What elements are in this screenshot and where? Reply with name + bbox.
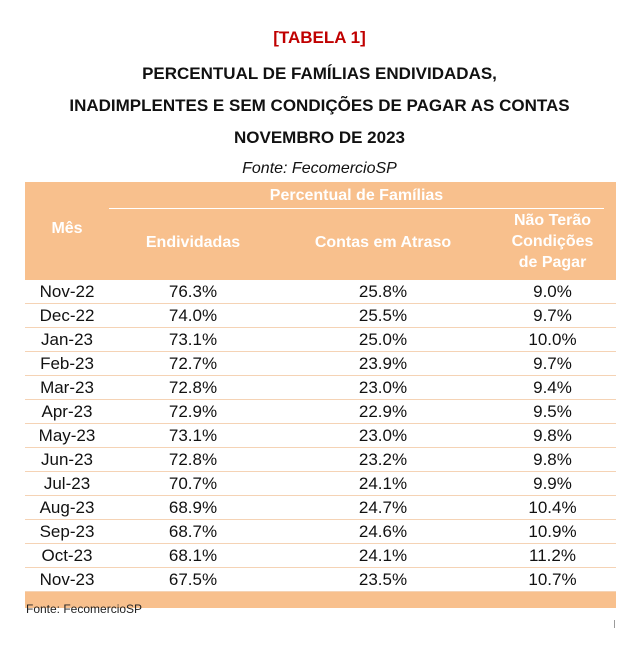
table-row: Sep-23 68.7% 24.6% 10.9% xyxy=(25,520,616,544)
sem-condicoes-cell: 10.4% xyxy=(528,498,577,517)
month-cell: Nov-23 xyxy=(39,570,95,589)
contas-em-atraso-cell: 24.6% xyxy=(358,522,408,541)
endividadas-cell: 74.0% xyxy=(168,306,218,325)
endividadas-cell: 72.8% xyxy=(168,378,218,397)
month-cell: May-23 xyxy=(38,426,96,445)
sem-condicoes-cell: 9.8% xyxy=(533,450,572,469)
table-row: Dec-22 74.0% 25.5% 9.7% xyxy=(25,304,616,328)
data-table: Mês Percentual de Famílias Endividadas C… xyxy=(25,182,616,608)
contas-em-atraso-cell: 25.8% xyxy=(358,282,408,301)
table-row: Aug-23 68.9% 24.7% 10.4% xyxy=(25,496,616,520)
sem-condicoes-cell: 9.9% xyxy=(533,474,572,493)
sem-condicoes-cell: 9.4% xyxy=(533,378,572,397)
contas-em-atraso-cell: 23.0% xyxy=(358,426,408,445)
sem-condicoes-cell: 11.2% xyxy=(529,546,576,565)
month-cell: Sep-23 xyxy=(39,522,95,541)
month-cell: Oct-23 xyxy=(41,546,93,565)
table-tag: [TABELA 1] xyxy=(273,28,366,47)
sem-condicoes-cell: 10.9% xyxy=(528,522,577,541)
contas-em-atraso-cell: 25.5% xyxy=(358,306,408,325)
month-cell: Mar-23 xyxy=(40,378,94,397)
contas-em-atraso-cell: 23.2% xyxy=(358,450,408,469)
table-body: Nov-22 76.3% 25.8% 9.0% Dec-22 74.0% 25.5% 9.7%… xyxy=(25,280,616,592)
contas-em-atraso-cell: 24.1% xyxy=(358,546,408,565)
group-header: Percentual de Famílias xyxy=(269,187,444,204)
table-row: Oct-23 68.1% 24.1% 11.2% xyxy=(25,544,616,568)
title-line-2: INADIMPLENTES E SEM CONDIÇÕES DE PAGAR A… xyxy=(69,96,570,115)
month-cell: Jun-23 xyxy=(41,450,93,469)
source-caption-bottom: Fonte: FecomercioSP xyxy=(26,602,143,616)
edge-tick-mark xyxy=(614,620,615,628)
endividadas-cell: 73.1% xyxy=(168,330,218,349)
endividadas-cell: 70.7% xyxy=(168,474,218,493)
endividadas-cell: 68.1% xyxy=(168,546,218,565)
contas-em-atraso-cell: 25.0% xyxy=(358,330,408,349)
endividadas-cell: 73.1% xyxy=(168,426,218,445)
month-cell: Nov-22 xyxy=(39,282,95,301)
contas-em-atraso-cell: 24.1% xyxy=(358,474,408,493)
month-cell: Jan-23 xyxy=(41,330,93,349)
column-header-sem-condicoes: Não Terão Condições de Pagar xyxy=(489,210,616,273)
endividadas-cell: 67.5% xyxy=(168,570,218,589)
column-header-endividadas: Endividadas xyxy=(145,234,241,251)
contas-em-atraso-cell: 22.9% xyxy=(358,402,408,421)
title-line-1: PERCENTUAL DE FAMÍLIAS ENDIVIDADAS, xyxy=(142,64,497,83)
contas-em-atraso-cell: 24.7% xyxy=(358,498,408,517)
table-row: Nov-23 67.5% 23.5% 10.7% xyxy=(25,568,616,592)
table-row: May-23 73.1% 23.0% 9.8% xyxy=(25,424,616,448)
sem-condicoes-cell: 10.7% xyxy=(528,570,577,589)
month-cell: Dec-22 xyxy=(39,306,95,325)
endividadas-cell: 68.7% xyxy=(168,522,218,541)
sem-condicoes-cell: 10.0% xyxy=(528,330,577,349)
month-cell: Feb-23 xyxy=(40,354,94,373)
endividadas-cell: 72.9% xyxy=(168,402,218,421)
month-cell: Aug-23 xyxy=(39,498,95,517)
endividadas-cell: 68.9% xyxy=(168,498,218,517)
sem-condicoes-cell: 9.7% xyxy=(533,306,572,325)
endividadas-cell: 72.7% xyxy=(168,354,218,373)
table-row: Apr-23 72.9% 22.9% 9.5% xyxy=(25,400,616,424)
column-header-contas-em-atraso: Contas em Atraso xyxy=(314,234,452,251)
table-row: Nov-22 76.3% 25.8% 9.0% xyxy=(25,280,616,304)
endividadas-cell: 76.3% xyxy=(168,282,218,301)
table-header: Mês Percentual de Famílias Endividadas C… xyxy=(25,182,616,280)
month-cell: Apr-23 xyxy=(41,402,93,421)
month-column-header: Mês xyxy=(51,220,83,237)
column-header-sem-condicoes-line-2: Condições xyxy=(511,233,594,250)
group-header-divider xyxy=(109,208,604,209)
endividadas-cell: 72.8% xyxy=(168,450,218,469)
contas-em-atraso-cell: 23.5% xyxy=(358,570,408,589)
month-cell: Jul-23 xyxy=(43,474,91,493)
sem-condicoes-cell: 9.8% xyxy=(533,426,572,445)
contas-em-atraso-cell: 23.0% xyxy=(358,378,408,397)
table-footer-band xyxy=(25,592,616,608)
sem-condicoes-cell: 9.5% xyxy=(533,402,572,421)
table-row: Jun-23 72.8% 23.2% 9.8% xyxy=(25,448,616,472)
table-row: Jan-23 73.1% 25.0% 10.0% xyxy=(25,328,616,352)
sem-condicoes-cell: 9.0% xyxy=(533,282,572,301)
column-header-sem-condicoes-line-3: de Pagar xyxy=(518,254,587,271)
table-row: Jul-23 70.7% 24.1% 9.9% xyxy=(25,472,616,496)
source-caption-top: Fonte: FecomercioSP xyxy=(242,160,397,177)
table-row: Feb-23 72.7% 23.9% 9.7% xyxy=(25,352,616,376)
contas-em-atraso-cell: 23.9% xyxy=(358,354,408,373)
column-header-sem-condicoes-line-1: Não Terão xyxy=(513,212,592,229)
title-line-3: NOVEMBRO DE 2023 xyxy=(234,128,405,147)
table-row: Mar-23 72.8% 23.0% 9.4% xyxy=(25,376,616,400)
sem-condicoes-cell: 9.7% xyxy=(533,354,572,373)
